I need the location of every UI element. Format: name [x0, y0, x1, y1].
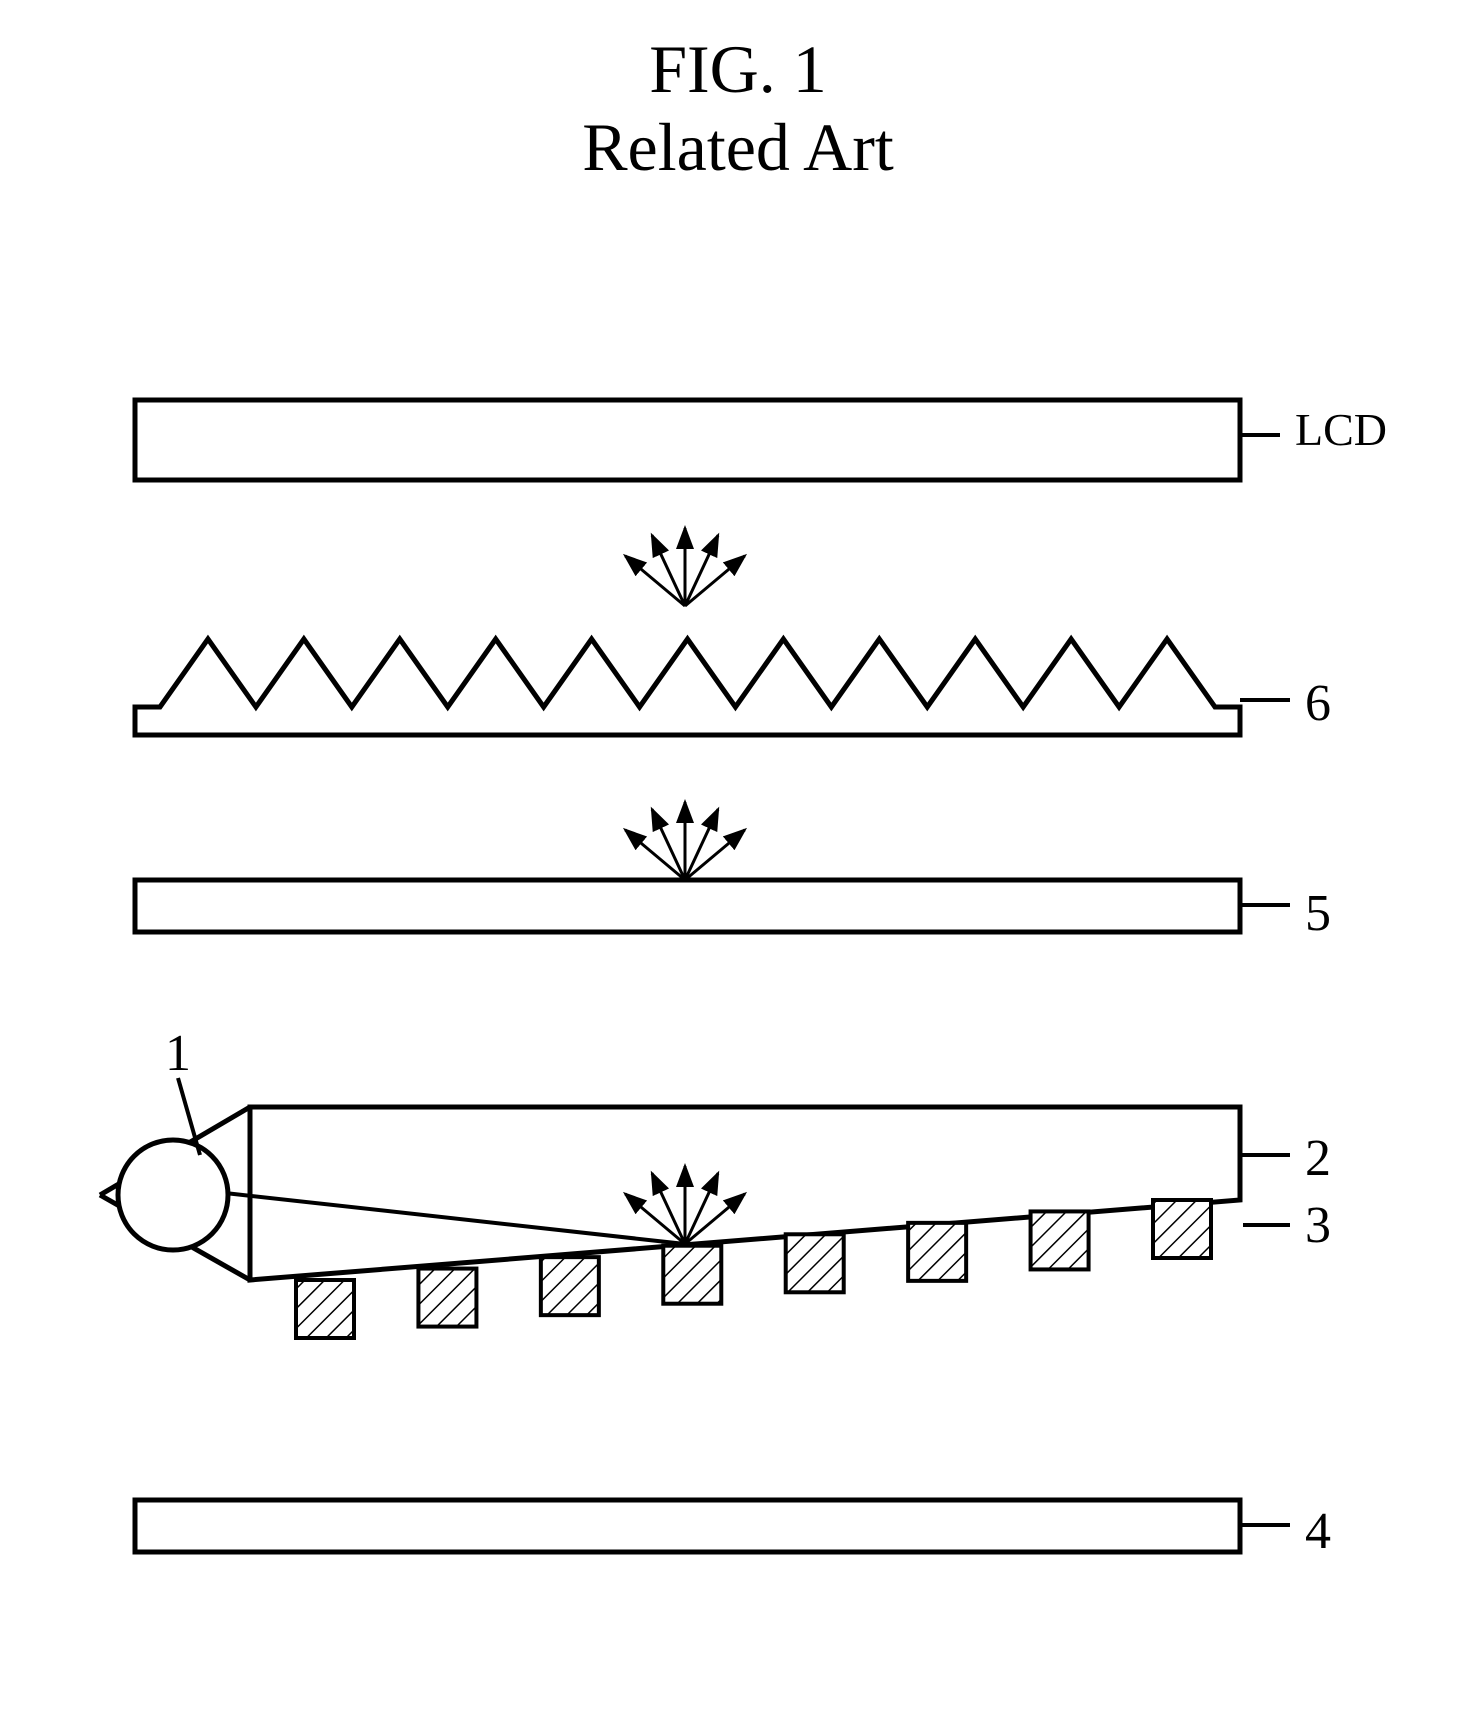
label-lcd: LCD [1295, 404, 1387, 455]
label-4: 4 [1305, 1503, 1331, 1560]
title-line-2: Related Art [0, 108, 1476, 186]
lamp [118, 1140, 228, 1250]
label-6: 6 [1305, 675, 1331, 732]
label-3: 3 [1305, 1197, 1331, 1254]
scatter-block [908, 1223, 966, 1281]
scatter-block [541, 1257, 599, 1315]
label-2: 2 [1305, 1130, 1331, 1187]
reflector-layer [135, 1500, 1240, 1552]
label-1: 1 [165, 1025, 191, 1082]
scatter-block [786, 1234, 844, 1292]
diffuser-layer [135, 880, 1240, 932]
scatter-block [1153, 1200, 1211, 1258]
scatter-block [418, 1269, 476, 1327]
lightguide-wedge [250, 1107, 1240, 1280]
scatter-block [663, 1246, 721, 1304]
scatter-block [1031, 1211, 1089, 1269]
figure-title: FIG. 1 Related Art [0, 30, 1476, 186]
label-5: 5 [1305, 885, 1331, 942]
scatter-block [296, 1280, 354, 1338]
title-line-1: FIG. 1 [0, 30, 1476, 108]
backlight-diagram: LCD 6 5 1 2 3 4 [0, 0, 1476, 1711]
lcd-layer [135, 400, 1240, 480]
prism-layer [135, 639, 1240, 735]
